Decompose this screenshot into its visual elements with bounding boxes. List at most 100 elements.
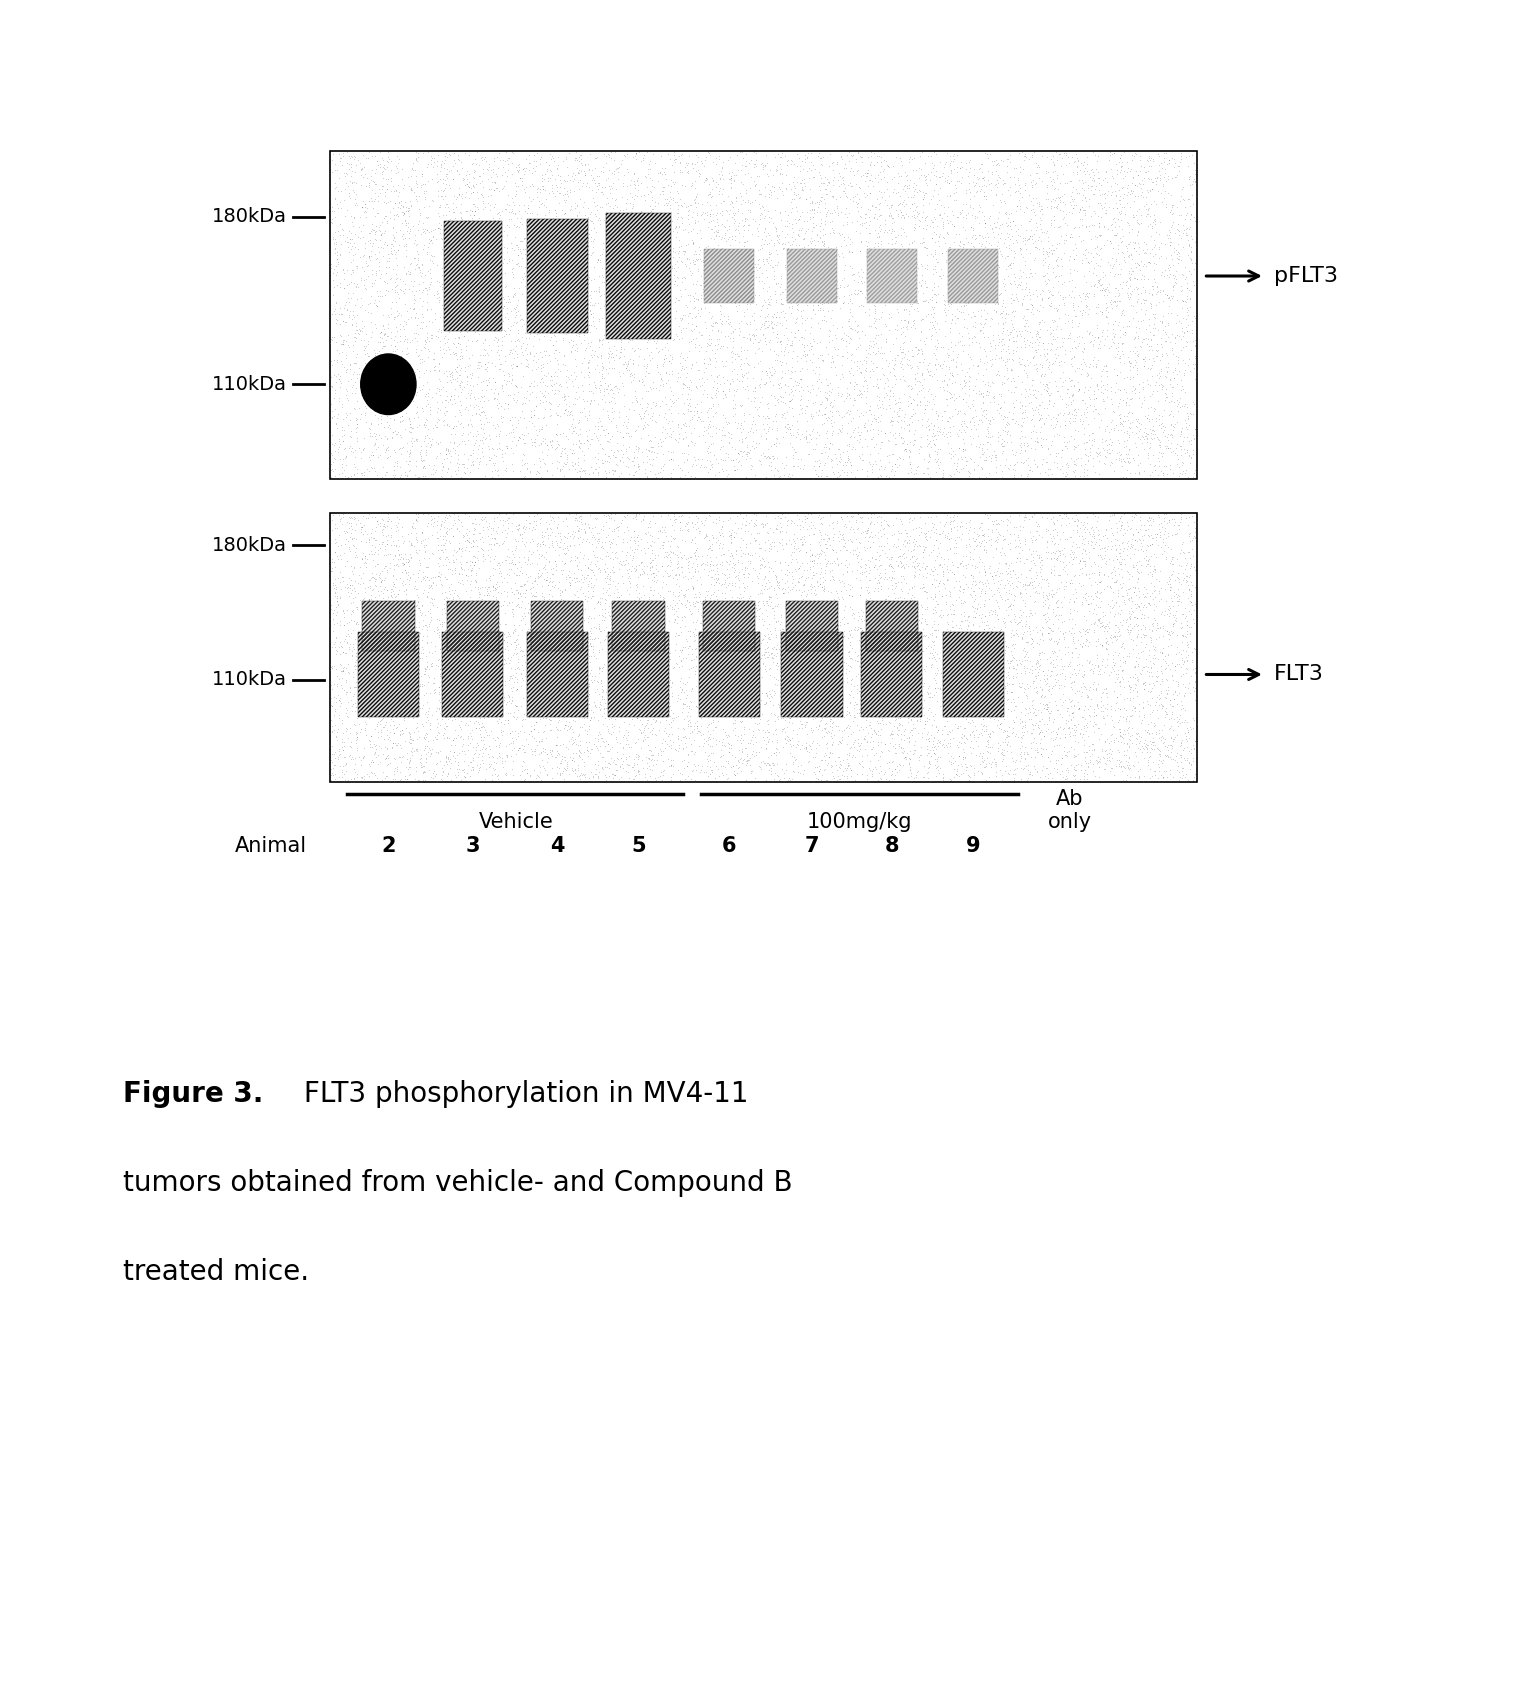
Point — [1088, 182, 1113, 209]
Point — [916, 725, 941, 752]
Point — [1131, 653, 1156, 680]
Point — [398, 540, 422, 567]
Point — [589, 447, 614, 474]
Point — [1028, 651, 1053, 678]
Point — [795, 158, 820, 185]
Point — [401, 387, 425, 414]
Point — [809, 165, 834, 192]
Point — [672, 264, 697, 291]
Point — [414, 313, 439, 340]
Point — [1005, 165, 1030, 192]
Point — [499, 690, 523, 717]
Point — [539, 654, 563, 681]
Point — [513, 429, 537, 456]
Point — [399, 304, 424, 331]
Point — [1151, 170, 1176, 197]
Point — [915, 357, 939, 383]
Point — [1139, 626, 1164, 653]
Point — [662, 542, 686, 569]
Point — [861, 626, 886, 653]
Point — [853, 409, 878, 436]
Point — [875, 676, 900, 703]
Point — [754, 690, 778, 717]
Point — [898, 167, 923, 193]
Point — [795, 198, 820, 225]
Point — [999, 405, 1024, 432]
Point — [1111, 244, 1136, 271]
Point — [543, 434, 568, 461]
Point — [348, 439, 373, 466]
Point — [876, 153, 901, 180]
Point — [563, 138, 588, 165]
Point — [962, 604, 987, 631]
Point — [996, 200, 1021, 227]
Point — [953, 289, 978, 316]
Point — [721, 202, 746, 229]
Point — [517, 340, 542, 367]
Point — [1038, 168, 1062, 195]
Point — [1136, 653, 1160, 680]
Point — [321, 431, 345, 458]
Point — [1137, 616, 1162, 643]
Point — [1047, 230, 1071, 257]
Point — [1012, 325, 1036, 352]
Point — [370, 516, 394, 543]
Point — [1021, 192, 1045, 219]
Point — [780, 146, 804, 173]
Point — [830, 654, 855, 681]
Point — [671, 325, 695, 352]
Point — [864, 612, 889, 639]
Point — [408, 173, 433, 200]
Point — [582, 313, 606, 340]
Point — [542, 377, 566, 404]
Point — [1091, 214, 1116, 241]
Point — [766, 703, 791, 730]
Point — [559, 597, 583, 624]
Point — [391, 172, 416, 198]
Point — [1016, 225, 1041, 252]
Point — [628, 266, 652, 293]
Point — [794, 668, 818, 695]
Point — [364, 291, 388, 318]
Point — [798, 659, 823, 686]
Point — [709, 202, 734, 229]
Point — [689, 552, 714, 579]
Point — [577, 602, 602, 629]
Point — [470, 426, 494, 452]
Point — [896, 308, 921, 335]
Point — [1096, 178, 1121, 205]
Point — [348, 515, 373, 542]
Point — [1121, 730, 1145, 757]
Point — [439, 225, 464, 252]
Point — [1102, 355, 1127, 382]
Point — [568, 503, 593, 530]
Point — [708, 246, 732, 272]
Point — [465, 138, 490, 165]
Point — [390, 606, 414, 632]
Point — [543, 557, 568, 584]
Point — [680, 619, 705, 646]
Point — [563, 600, 588, 627]
Point — [995, 686, 1019, 713]
Point — [1110, 330, 1134, 357]
Point — [487, 743, 511, 770]
Point — [617, 224, 642, 251]
Point — [514, 528, 539, 555]
Point — [861, 340, 886, 367]
Point — [448, 664, 473, 691]
Point — [1110, 631, 1134, 658]
Point — [731, 241, 755, 267]
Point — [880, 373, 904, 400]
Point — [491, 395, 516, 422]
Point — [990, 627, 1015, 654]
Point — [958, 446, 982, 473]
Point — [597, 335, 622, 362]
Point — [560, 431, 585, 458]
Point — [1018, 407, 1042, 434]
Point — [439, 284, 464, 311]
Point — [631, 209, 655, 235]
Point — [990, 631, 1015, 658]
Point — [735, 336, 760, 363]
Point — [1076, 175, 1101, 202]
Point — [447, 431, 471, 458]
